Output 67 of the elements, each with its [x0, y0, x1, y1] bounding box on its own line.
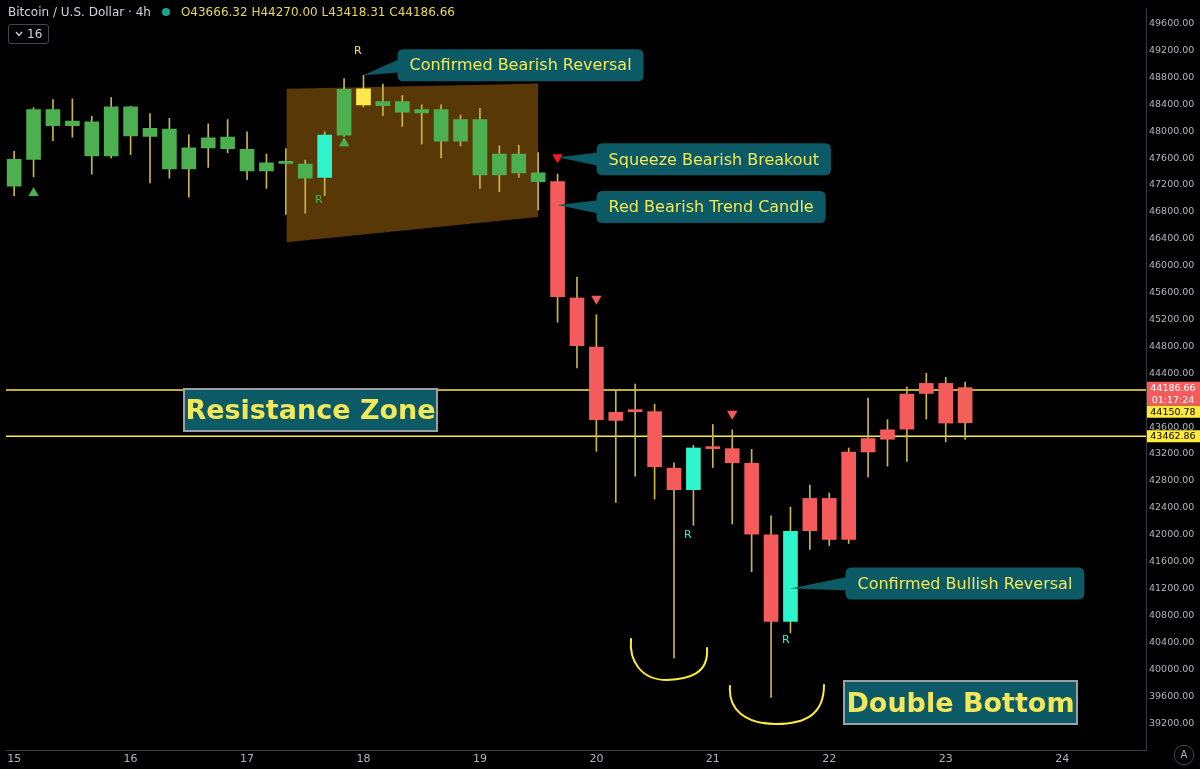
x-tick-label: 18	[356, 752, 371, 766]
x-tick-label: 15	[7, 752, 22, 766]
ref-line-label: 44150.78	[1150, 405, 1196, 417]
y-tick-label: 39200.00	[1149, 716, 1195, 728]
y-tick-label: 47200.00	[1149, 178, 1195, 190]
text: A	[1180, 748, 1188, 762]
annotation: Resistance Zone	[185, 390, 436, 430]
candlestick	[724, 429, 740, 525]
ref-line-label: 43462.86	[1150, 430, 1196, 442]
text: 44186.66	[1150, 381, 1196, 393]
y-tick-label: 49600.00	[1149, 16, 1195, 28]
y-tick-label: 48800.00	[1149, 70, 1195, 82]
y-tick-label: 39600.00	[1149, 689, 1195, 701]
x-tick-label: 22	[822, 752, 837, 766]
candlestick	[705, 424, 721, 468]
candlestick	[918, 372, 934, 420]
x-tick-label: 20	[589, 752, 604, 766]
y-tick-label: 45200.00	[1149, 312, 1195, 324]
y-tick-label: 44400.00	[1149, 366, 1195, 378]
y-tick-label: 43200.00	[1149, 447, 1195, 459]
candlestick	[142, 113, 158, 184]
annotation: R	[782, 633, 790, 646]
annotation: Confirmed Bearish Reversal	[409, 55, 632, 75]
y-tick-label: 41200.00	[1149, 582, 1195, 594]
annotation: R	[354, 44, 362, 57]
annotation: 16	[27, 27, 43, 41]
y-tick-label: 40000.00	[1149, 662, 1195, 674]
x-tick-label: 23	[938, 752, 953, 766]
x-tick-label: 24	[1055, 752, 1070, 766]
annotation: R	[684, 528, 692, 541]
annotation: Confirmed Bullish Reversal	[857, 573, 1073, 593]
y-tick-label: 42000.00	[1149, 528, 1195, 540]
y-tick-label: 47600.00	[1149, 151, 1195, 163]
y-tick-label: 41600.00	[1149, 555, 1195, 567]
candlestick	[414, 104, 430, 145]
candlestick	[666, 462, 682, 659]
y-tick-label: 48000.00	[1149, 124, 1195, 136]
candlestick	[375, 83, 391, 116]
y-tick-label: 42800.00	[1149, 474, 1195, 486]
x-tick-label: 21	[705, 752, 720, 766]
annotation: R	[315, 193, 323, 206]
y-tick-label: 43600.00	[1149, 420, 1195, 432]
chart-subtitle: O43666.32 H44270.00 L43418.31 C44186.66	[180, 5, 455, 19]
annotation: Squeeze Bearish Breakout	[608, 149, 819, 169]
candlestick	[200, 123, 216, 168]
y-tick-label: 40400.00	[1149, 635, 1195, 647]
y-tick-label: 49200.00	[1149, 43, 1195, 55]
text: 01:17:24	[1151, 393, 1195, 405]
candlestick	[627, 383, 643, 477]
y-tick-label: 48400.00	[1149, 97, 1195, 109]
y-tick-label: 45600.00	[1149, 286, 1195, 298]
annotation: Red Bearish Trend Candle	[608, 197, 814, 217]
chart-title: Bitcoin / U.S. Dollar · 4h	[8, 5, 151, 19]
y-tick-label: 44800.00	[1149, 339, 1195, 351]
y-tick-label: 40800.00	[1149, 608, 1195, 620]
x-tick-label: 17	[240, 752, 255, 766]
x-tick-label: 16	[123, 752, 138, 766]
candlestick	[608, 390, 624, 503]
candlestick	[530, 152, 546, 211]
y-tick-label: 46400.00	[1149, 232, 1195, 244]
candlestick	[278, 148, 294, 215]
x-tick-label: 19	[472, 752, 487, 766]
y-tick-label: 42400.00	[1149, 501, 1195, 513]
candlestick	[860, 397, 876, 478]
y-tick-label: 46000.00	[1149, 259, 1195, 271]
annotation: Double Bottom	[846, 682, 1075, 723]
y-tick-label: 46800.00	[1149, 205, 1195, 217]
